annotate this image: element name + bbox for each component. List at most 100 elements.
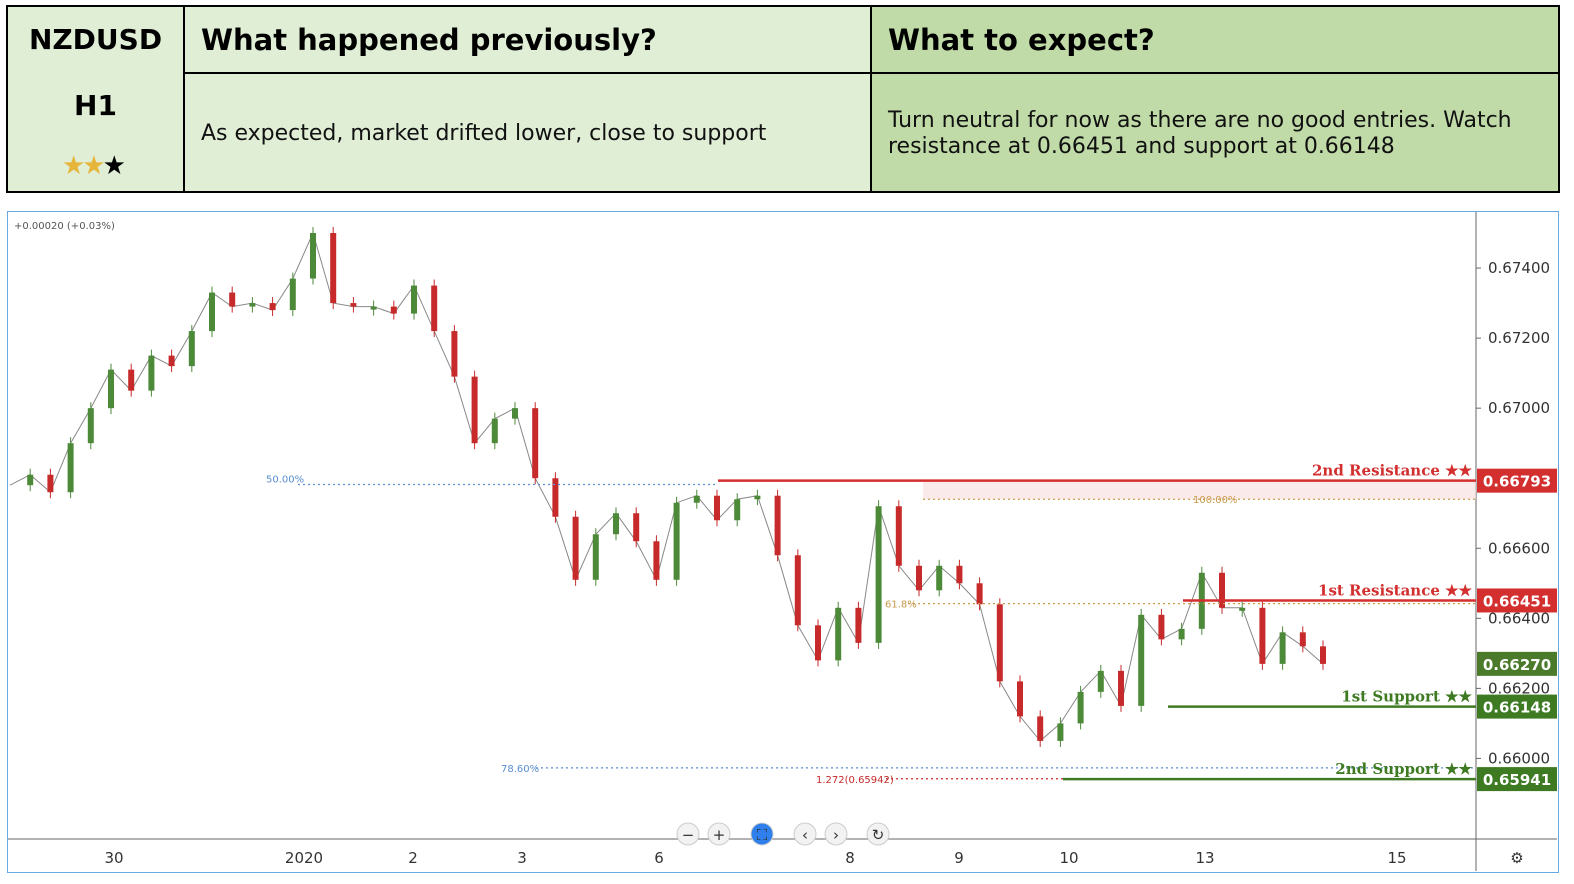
level-price-text: 0.66451 <box>1483 592 1551 610</box>
previous-title: What happened previously? <box>201 23 657 57</box>
x-tick-label: 2020 <box>285 849 323 867</box>
fib-level-label: 1.272(0.65942) <box>816 775 894 786</box>
level-label: 2nd Support ★★ <box>1335 760 1472 778</box>
x-tick-label: 10 <box>1059 849 1078 867</box>
reset-zoom-button[interactable] <box>750 822 774 846</box>
expect-title: What to expect? <box>888 23 1155 57</box>
zoom-in-icon: + <box>713 826 726 844</box>
candle-body <box>1138 614 1145 706</box>
candle-body <box>1057 723 1064 741</box>
level-label: 2nd Resistance ★★ <box>1312 462 1473 480</box>
previous-text: As expected, market drifted lower, close… <box>201 121 767 146</box>
x-tick-label: 3 <box>517 849 527 867</box>
candle-body <box>128 369 135 391</box>
scroll-right-button[interactable] <box>824 822 848 846</box>
zoom-out-button[interactable] <box>676 822 700 846</box>
x-tick-label: 8 <box>845 849 855 867</box>
candle-body <box>754 495 761 500</box>
zoom-in-button[interactable] <box>707 822 731 846</box>
candle-body <box>532 408 539 479</box>
fib-level-label: 50.00% <box>266 475 304 486</box>
candle-body <box>855 607 862 643</box>
current-price-badge <box>1477 651 1557 676</box>
scroll-left-button[interactable] <box>793 822 817 846</box>
price-chart[interactable]: +0.00020 (+0.03%) 0.67400 0.67200 0.67000 0.… <box>8 212 1557 871</box>
level-label: 1st Support ★★ <box>1341 688 1472 706</box>
y-tick-label: 0.66000 <box>1488 749 1550 767</box>
candle-body <box>289 278 296 311</box>
y-tick-label: 0.66400 <box>1488 609 1550 627</box>
candle-body <box>592 534 599 580</box>
candle-body <box>1158 614 1165 640</box>
candle-body <box>148 355 155 391</box>
expect-header-cell: What to expect? <box>872 7 1558 74</box>
candle-body <box>815 625 821 661</box>
rating-star-empty-icon: ★ <box>102 151 126 181</box>
candle-body <box>249 303 256 307</box>
candle-body <box>956 565 963 584</box>
candle-body <box>310 233 316 279</box>
level-price-text: 0.66148 <box>1483 699 1551 717</box>
level-price-text: 0.66793 <box>1483 473 1551 491</box>
candle-body <box>1320 646 1326 664</box>
candle-body <box>330 233 337 304</box>
candle-body <box>673 502 680 580</box>
candle-body <box>451 331 458 377</box>
candle-body <box>774 495 781 556</box>
candle-body <box>87 408 94 444</box>
candle-body <box>1299 632 1306 647</box>
pair-cell: NZDUSD H1 ★★★ <box>8 7 185 191</box>
candle-body <box>1219 572 1225 608</box>
previous-header-cell: What happened previously? <box>185 7 872 74</box>
candle-body <box>431 285 438 332</box>
candle-body <box>996 604 1003 682</box>
candle-body <box>67 443 74 493</box>
candle-body <box>512 408 518 419</box>
candle-body <box>108 369 114 409</box>
price-change-label: +0.00020 (+0.03%) <box>14 221 115 232</box>
candle-body <box>209 292 215 332</box>
level-price-badge <box>1477 767 1557 792</box>
candle-body <box>552 478 559 517</box>
refresh-icon: ↻ <box>872 826 885 844</box>
candle-body <box>1178 628 1185 640</box>
candle-body <box>936 565 943 591</box>
previous-body-cell: As expected, market drifted lower, close… <box>185 74 872 191</box>
current-price-text: 0.66270 <box>1483 656 1551 674</box>
settings-gear-icon: ⚙ <box>1510 849 1523 867</box>
x-tick-label: 15 <box>1387 849 1406 867</box>
x-tick-label: 2 <box>408 849 418 867</box>
candle-body <box>794 555 801 626</box>
candle-body <box>633 513 640 542</box>
candle-body <box>47 474 54 493</box>
x-tick-label: 30 <box>104 849 123 867</box>
x-tick-label: 6 <box>654 849 664 867</box>
expect-text-line-1: Turn neutral for now as there are no goo… <box>888 108 1512 133</box>
candle-body <box>350 303 357 307</box>
rating-stars: ★★★ <box>62 151 126 181</box>
candle-body <box>693 495 700 503</box>
level-price-badge <box>1477 588 1557 613</box>
candle-body <box>27 474 34 486</box>
candle-body <box>1017 681 1023 717</box>
expect-body-cell: Turn neutral for now as there are no goo… <box>872 74 1558 191</box>
fib-level-label: 61.8% <box>885 600 917 611</box>
price-chart-frame: +0.00020 (+0.03%) 0.67400 0.67200 0.67000 0.… <box>7 211 1559 873</box>
level-price-text: 0.65941 <box>1483 771 1551 789</box>
y-tick-label: 0.67200 <box>1488 329 1550 347</box>
candle-body <box>1259 607 1266 664</box>
candle-body <box>734 499 741 521</box>
fib-level-label: 100.00% <box>1193 495 1238 506</box>
candle-body <box>572 516 579 580</box>
y-tick-label: 0.66200 <box>1488 679 1550 697</box>
candle-body <box>1097 670 1104 692</box>
rating-star-filled-icon: ★★ <box>62 151 106 181</box>
reset-zoom-icon: ⛶ <box>757 826 768 844</box>
level-price-badge <box>1477 468 1557 493</box>
zoom-out-icon: − <box>682 826 695 844</box>
candle-body <box>653 541 660 580</box>
candle-body <box>168 355 175 367</box>
refresh-button[interactable] <box>866 822 890 846</box>
candle-body <box>188 331 195 367</box>
candle-body <box>1279 632 1286 664</box>
